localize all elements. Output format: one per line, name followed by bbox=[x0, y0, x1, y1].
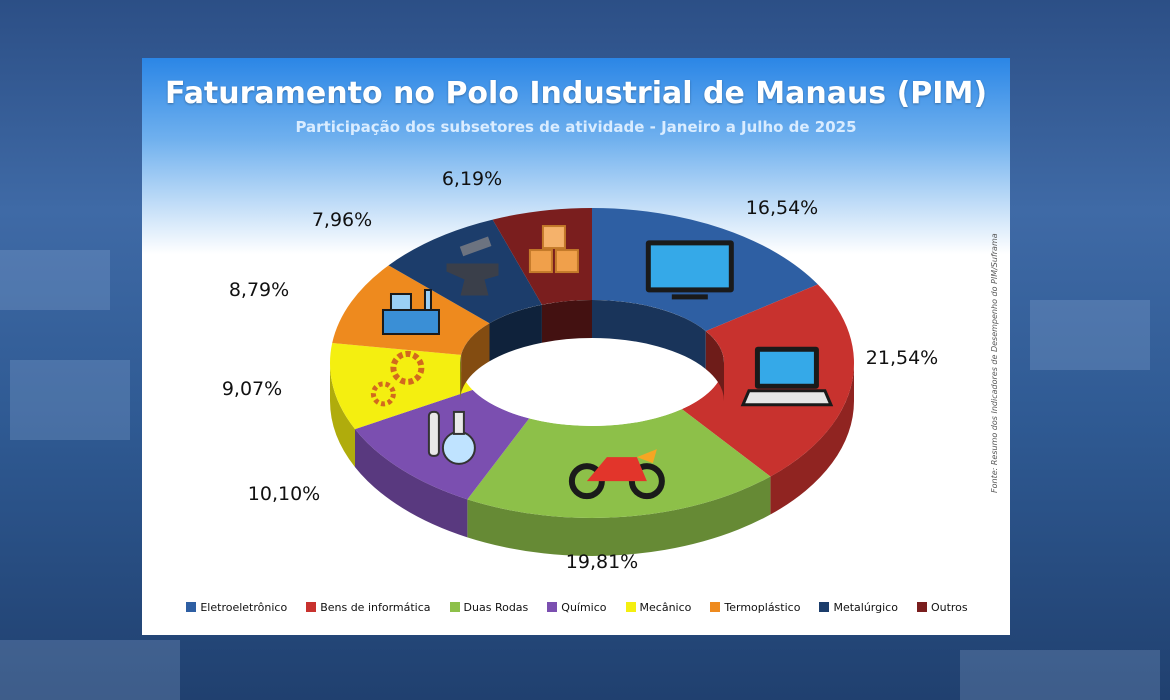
value-label-1: 21,54% bbox=[866, 347, 938, 369]
slice-qu-mico bbox=[355, 389, 530, 500]
legend-label: Termoplástico bbox=[724, 600, 801, 614]
gears-icon bbox=[370, 350, 425, 407]
legend-swatch bbox=[916, 602, 927, 612]
legend-swatch bbox=[547, 602, 558, 612]
anvil-icon bbox=[446, 236, 499, 296]
value-label-0: 16,54% bbox=[746, 197, 818, 219]
chart-legend: Eletroeletrônico Bens de informática Duas … bbox=[172, 599, 982, 615]
legend-swatch bbox=[819, 602, 830, 612]
legend-swatch bbox=[625, 602, 636, 612]
legend-label: Eletroeletrônico bbox=[200, 600, 288, 614]
legend-item: Mecânico bbox=[625, 599, 692, 615]
value-label-7: 6,19% bbox=[442, 168, 502, 190]
boxes-icon bbox=[528, 225, 579, 274]
slice-side-1 bbox=[770, 363, 854, 515]
motorcycle-icon bbox=[568, 449, 665, 500]
chart-title: Faturamento no Polo Industrial de Manaus… bbox=[164, 76, 988, 111]
inner-wall-7-1 bbox=[541, 300, 592, 343]
legend-swatch bbox=[306, 602, 317, 612]
chart-card: Faturamento no Polo Industrial de Manaus… bbox=[142, 58, 1010, 635]
legend-label: Duas Rodas bbox=[463, 600, 529, 614]
legend-label: Bens de informática bbox=[320, 600, 431, 614]
value-label-6: 7,96% bbox=[312, 209, 372, 231]
inner-wall-1-0 bbox=[705, 331, 724, 401]
flask-icon bbox=[427, 410, 476, 465]
value-label-2: 19,81% bbox=[566, 551, 638, 573]
legend-label: Químico bbox=[561, 600, 607, 614]
slice-side-4 bbox=[330, 363, 356, 468]
tv-icon bbox=[645, 240, 734, 300]
inner-wall-5-1 bbox=[461, 323, 490, 393]
slice-side-2 bbox=[467, 476, 771, 556]
legend-item: Químico bbox=[547, 599, 607, 615]
value-label-3: 10,10% bbox=[248, 483, 320, 505]
legend-label: Mecânico bbox=[639, 600, 692, 614]
slice-mec-nico bbox=[330, 342, 473, 430]
legend-label: Outros bbox=[930, 600, 968, 614]
machine-icon bbox=[381, 288, 440, 335]
chart-subtitle: Participação dos subsetores de atividade… bbox=[295, 118, 857, 136]
inner-wall-4-1 bbox=[460, 354, 462, 401]
value-label-4: 9,07% bbox=[222, 378, 282, 400]
legend-item: Eletroeletrônico bbox=[186, 599, 287, 615]
legend-item: Duas Rodas bbox=[449, 599, 529, 615]
legend-swatch bbox=[186, 602, 197, 612]
inner-wall-0-0 bbox=[592, 300, 706, 370]
legend-swatch bbox=[710, 602, 721, 612]
legend-item: Bens de informática bbox=[306, 599, 431, 615]
legend-item: Termoplástico bbox=[710, 599, 800, 615]
legend-item: Metalúrgico bbox=[819, 599, 898, 615]
legend-swatch bbox=[449, 602, 460, 612]
legend-label: Metalúrgico bbox=[833, 600, 898, 614]
donut-chart: 16,54% 21,54% 19,81% 10,10% 9,07% 8,79% 7,96% 6… bbox=[222, 168, 938, 573]
laptop-icon bbox=[740, 346, 834, 407]
slice-side-3 bbox=[355, 429, 468, 538]
legend-item: Outros bbox=[916, 599, 968, 615]
value-label-5: 8,79% bbox=[229, 279, 289, 301]
inner-wall-6-1 bbox=[489, 304, 542, 362]
